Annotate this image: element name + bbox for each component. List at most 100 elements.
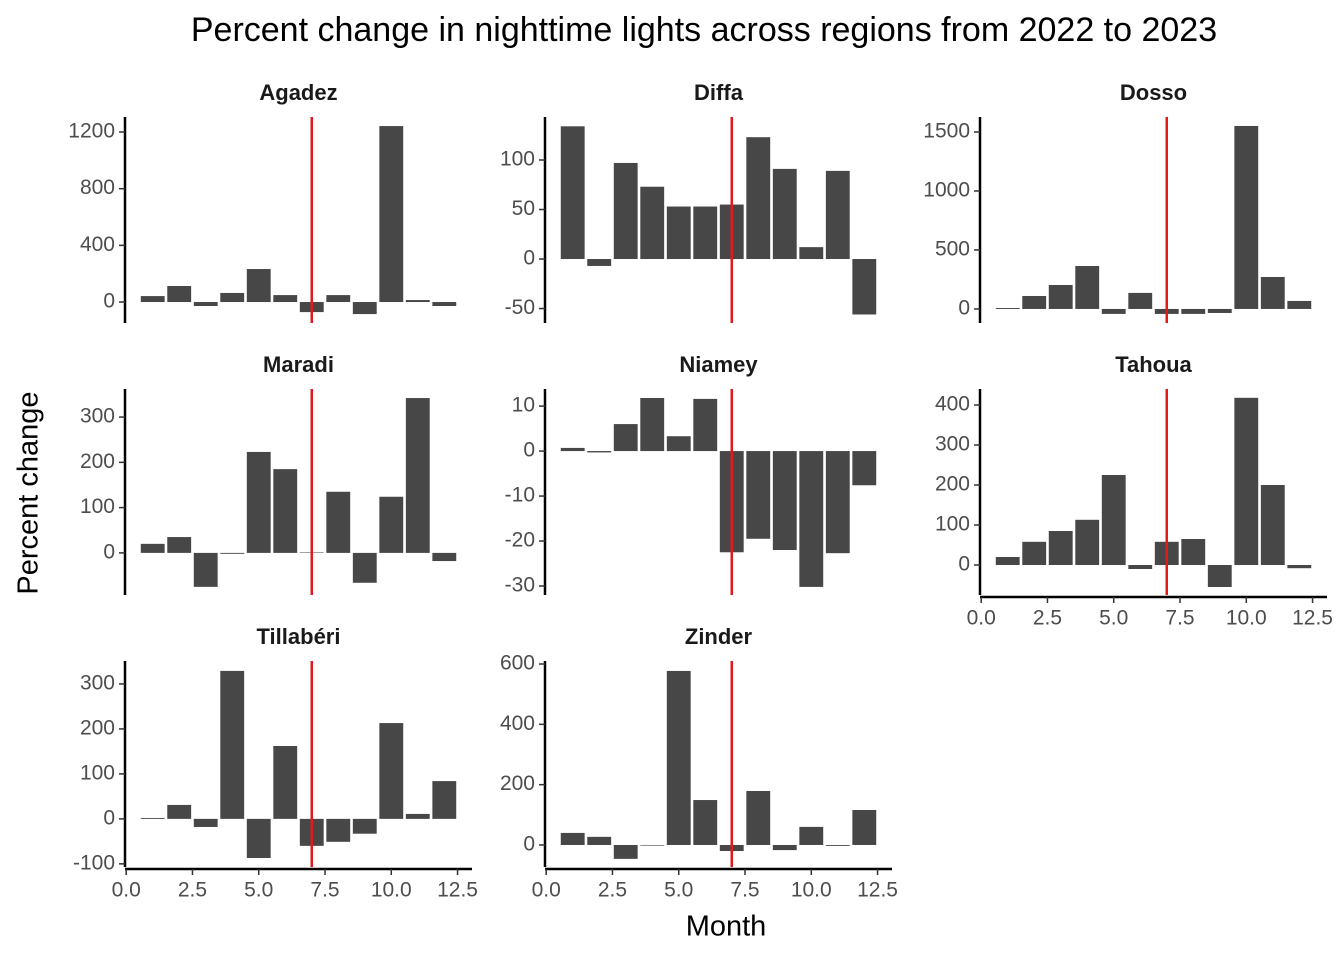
bar: [167, 537, 192, 553]
bar: [1022, 295, 1047, 309]
x-tick-label: 0.0: [967, 607, 996, 630]
bar: [799, 247, 824, 260]
x-tick-label: 2.5: [178, 879, 207, 902]
y-tick-label: 10: [512, 394, 535, 417]
bar: [825, 844, 850, 846]
bar: [1207, 565, 1232, 587]
y-tick-label: 0: [103, 540, 115, 563]
y-tick-label: 200: [500, 772, 535, 795]
bar: [852, 809, 877, 845]
y-tick-label: 500: [935, 238, 970, 261]
x-tick-label: 10.0: [1226, 607, 1267, 630]
bar: [193, 552, 218, 587]
bar: [825, 170, 850, 260]
bar: [193, 818, 218, 827]
panel-title: Dosso: [1120, 80, 1187, 105]
bar: [246, 451, 271, 553]
bar: [246, 818, 271, 859]
panel-title: Niamey: [679, 352, 758, 377]
bar: [666, 206, 691, 260]
bar: [246, 269, 271, 303]
bar: [1181, 308, 1206, 314]
bar: [140, 543, 165, 553]
bar: [587, 836, 612, 845]
y-tick-label: 1500: [923, 120, 970, 143]
y-tick-label: 0: [958, 553, 970, 576]
y-tick-label: 100: [500, 148, 535, 171]
y-tick-label: -10: [505, 484, 535, 507]
x-tick-label: 10.0: [371, 879, 412, 902]
y-tick-label: -100: [73, 851, 115, 874]
bar: [405, 300, 430, 303]
x-tick-label: 0.0: [532, 879, 561, 902]
bar: [852, 259, 877, 315]
panel-title: Zinder: [685, 624, 753, 649]
x-axis-title: Month: [686, 911, 767, 943]
bar: [379, 723, 404, 819]
bar: [746, 790, 771, 845]
x-tick-label: 2.5: [1033, 607, 1062, 630]
y-axis-title: Percent change: [13, 391, 45, 594]
y-tick-label: 50: [512, 197, 535, 220]
bar: [379, 126, 404, 303]
x-tick-label: 7.5: [310, 879, 339, 902]
bar: [1207, 308, 1232, 313]
x-tick-label: 12.5: [437, 879, 478, 902]
y-tick-label: 400: [500, 712, 535, 735]
panel-title: Tahoua: [1115, 352, 1192, 377]
bar: [273, 746, 298, 819]
bar: [666, 436, 691, 452]
bar: [852, 451, 877, 486]
y-tick-label: 100: [935, 513, 970, 536]
x-tick-label: 7.5: [730, 879, 759, 902]
x-tick-label: 0.0: [112, 879, 141, 902]
y-tick-label: -50: [505, 296, 535, 319]
y-tick-label: -30: [505, 574, 535, 597]
bar: [746, 137, 771, 260]
bar: [1101, 308, 1126, 314]
bar: [1234, 397, 1259, 565]
bar: [273, 295, 298, 303]
bar: [326, 295, 351, 303]
bar: [560, 832, 585, 845]
y-tick-label: 300: [935, 433, 970, 456]
y-tick-label: 400: [80, 233, 115, 256]
x-tick-label: 5.0: [1099, 607, 1128, 630]
bar: [405, 398, 430, 553]
panel-title: Diffa: [694, 80, 744, 105]
y-tick-label: 800: [80, 176, 115, 199]
bar: [772, 168, 797, 260]
bar: [1287, 300, 1312, 309]
bar: [587, 259, 612, 266]
y-tick-label: 0: [103, 806, 115, 829]
y-tick-label: 400: [935, 393, 970, 416]
x-tick-label: 5.0: [244, 879, 273, 902]
y-tick-label: 0: [523, 833, 535, 856]
bar: [799, 451, 824, 587]
y-tick-label: 0: [523, 439, 535, 462]
bar: [220, 552, 245, 554]
x-tick-label: 12.5: [1292, 607, 1333, 630]
y-tick-label: 300: [80, 671, 115, 694]
bar: [1128, 565, 1153, 569]
bar: [799, 826, 824, 845]
x-tick-label: 2.5: [598, 879, 627, 902]
panel-title: Maradi: [263, 352, 334, 377]
bar: [1128, 292, 1153, 309]
bar: [825, 451, 850, 554]
bar: [1101, 475, 1126, 565]
bar: [1260, 485, 1285, 565]
y-tick-label: 100: [80, 761, 115, 784]
bar: [560, 447, 585, 452]
bar: [432, 781, 457, 819]
bar: [1181, 539, 1206, 565]
bar: [666, 670, 691, 845]
y-tick-label: 200: [80, 716, 115, 739]
bar: [772, 844, 797, 851]
y-tick-label: 1000: [923, 179, 970, 202]
bar: [995, 557, 1020, 565]
y-tick-label: 0: [958, 297, 970, 320]
bar: [1234, 125, 1259, 309]
y-tick-label: 1200: [68, 120, 115, 143]
